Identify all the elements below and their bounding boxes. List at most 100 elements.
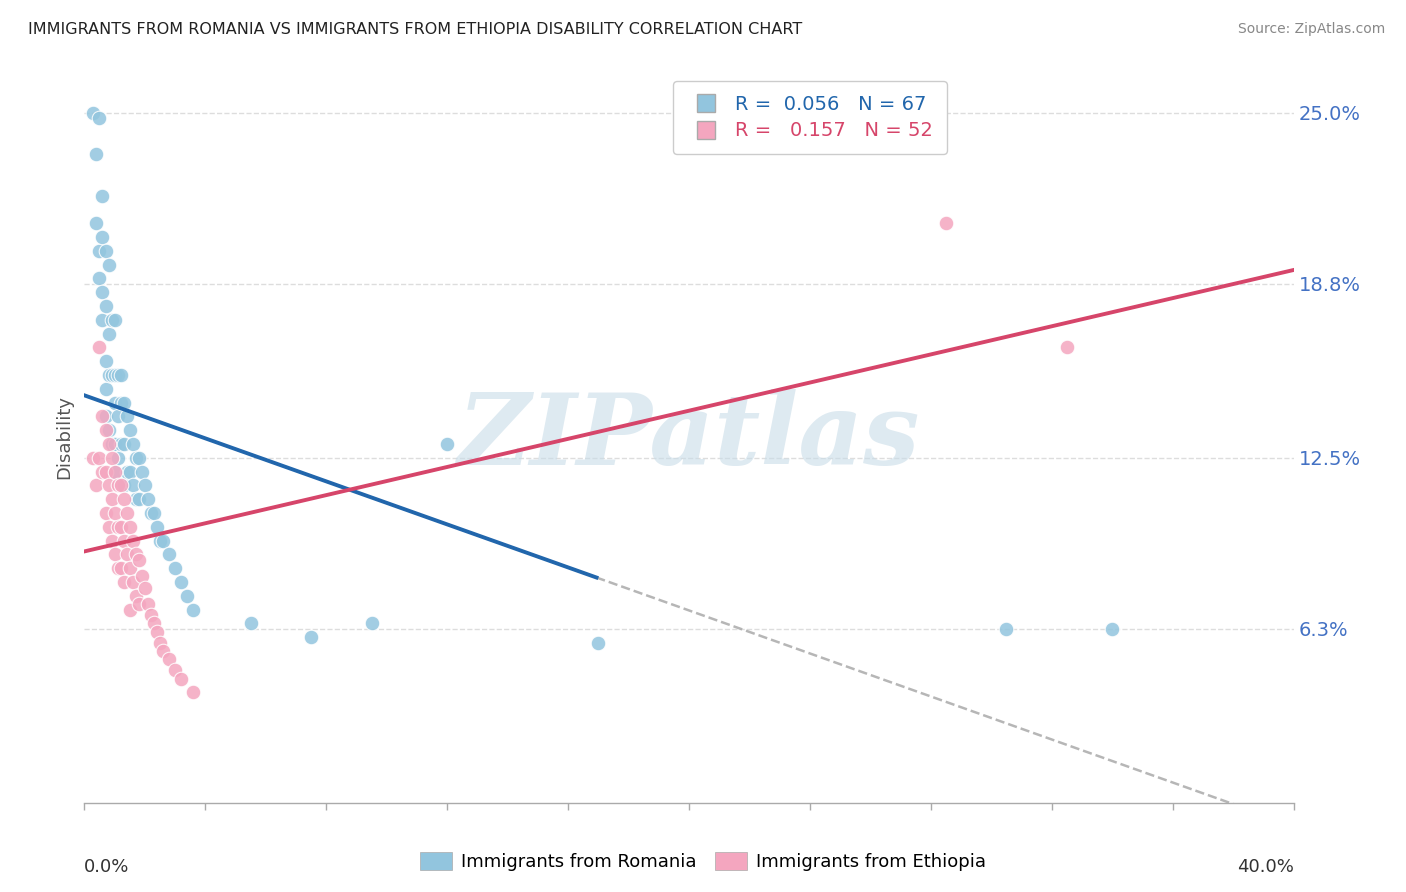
- Point: [112, 574, 135, 589]
- Text: Source: ZipAtlas.com: Source: ZipAtlas.com: [1237, 22, 1385, 37]
- Point: [107, 368, 129, 382]
- Point: [121, 437, 143, 451]
- Point: [139, 506, 162, 520]
- Point: [100, 437, 122, 451]
- Point: [97, 520, 120, 534]
- Point: [125, 589, 148, 603]
- Point: [125, 548, 148, 562]
- Point: [107, 409, 129, 424]
- Point: [94, 506, 117, 520]
- Point: [588, 636, 610, 650]
- Point: [112, 395, 135, 409]
- Point: [97, 326, 120, 341]
- Point: [136, 492, 159, 507]
- Point: [97, 258, 120, 272]
- Point: [436, 437, 458, 451]
- Point: [110, 437, 132, 451]
- Point: [91, 312, 114, 326]
- Point: [89, 271, 111, 285]
- Point: [149, 636, 172, 650]
- Point: [146, 520, 169, 534]
- Point: [157, 652, 180, 666]
- Point: [91, 188, 114, 202]
- Point: [1056, 340, 1078, 354]
- Point: [995, 622, 1018, 636]
- Point: [115, 465, 138, 479]
- Point: [91, 465, 114, 479]
- Point: [149, 533, 172, 548]
- Point: [170, 574, 193, 589]
- Point: [157, 548, 180, 562]
- Point: [121, 533, 143, 548]
- Point: [118, 423, 141, 437]
- Point: [125, 450, 148, 465]
- Point: [89, 340, 111, 354]
- Point: [115, 409, 138, 424]
- Point: [107, 450, 129, 465]
- Point: [107, 520, 129, 534]
- Point: [91, 285, 114, 300]
- Text: 0.0%: 0.0%: [84, 858, 129, 876]
- Point: [97, 423, 120, 437]
- Point: [115, 548, 138, 562]
- Point: [134, 478, 156, 492]
- Point: [239, 616, 262, 631]
- Point: [94, 465, 117, 479]
- Point: [110, 395, 132, 409]
- Point: [104, 465, 127, 479]
- Point: [104, 437, 127, 451]
- Point: [94, 423, 117, 437]
- Point: [131, 569, 153, 583]
- Point: [165, 663, 187, 677]
- Point: [89, 112, 111, 126]
- Point: [360, 616, 382, 631]
- Point: [91, 230, 114, 244]
- Point: [128, 597, 150, 611]
- Point: [110, 520, 132, 534]
- Point: [86, 216, 108, 230]
- Point: [118, 520, 141, 534]
- Point: [299, 630, 322, 644]
- Point: [139, 608, 162, 623]
- Point: [82, 450, 104, 465]
- Point: [110, 478, 132, 492]
- Point: [1101, 622, 1123, 636]
- Point: [100, 450, 122, 465]
- Point: [110, 561, 132, 575]
- Point: [104, 395, 127, 409]
- Point: [118, 465, 141, 479]
- Point: [104, 506, 127, 520]
- Point: [136, 597, 159, 611]
- Point: [134, 581, 156, 595]
- Point: [118, 561, 141, 575]
- Point: [142, 616, 165, 631]
- Point: [100, 368, 122, 382]
- Point: [170, 672, 193, 686]
- Point: [131, 465, 153, 479]
- Point: [125, 492, 148, 507]
- Point: [100, 533, 122, 548]
- Point: [110, 478, 132, 492]
- Point: [104, 368, 127, 382]
- Point: [94, 354, 117, 368]
- Point: [104, 312, 127, 326]
- Point: [82, 105, 104, 120]
- Point: [100, 492, 122, 507]
- Point: [97, 478, 120, 492]
- Point: [94, 244, 117, 258]
- Point: [112, 437, 135, 451]
- Point: [152, 533, 174, 548]
- Point: [128, 492, 150, 507]
- Point: [118, 602, 141, 616]
- Point: [91, 409, 114, 424]
- Point: [94, 382, 117, 396]
- Point: [97, 437, 120, 451]
- Point: [165, 561, 187, 575]
- Point: [100, 312, 122, 326]
- Point: [121, 478, 143, 492]
- Point: [142, 506, 165, 520]
- Point: [86, 147, 108, 161]
- Point: [107, 561, 129, 575]
- Point: [110, 368, 132, 382]
- Point: [128, 553, 150, 567]
